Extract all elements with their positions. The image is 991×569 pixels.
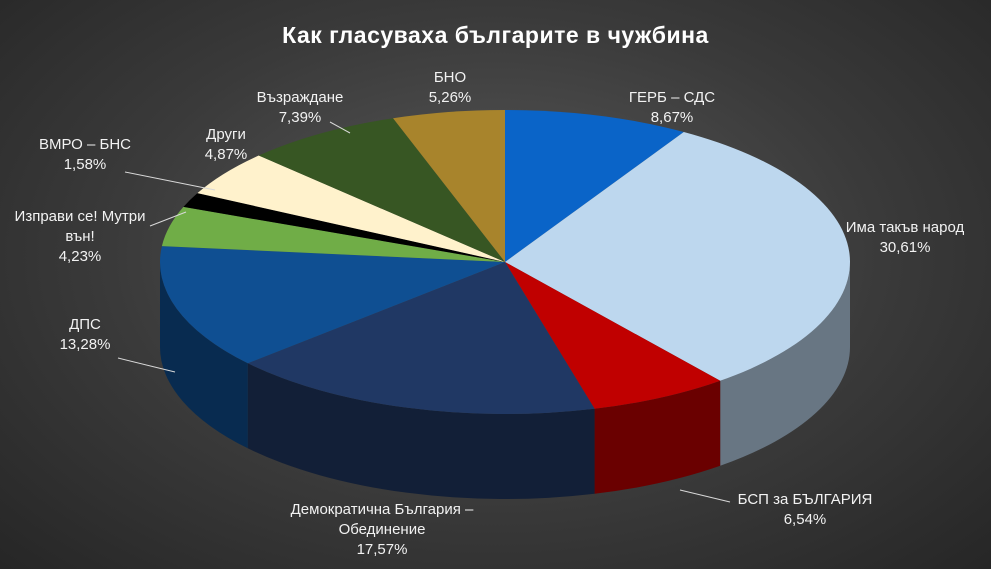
slice-side <box>720 262 850 466</box>
data-label: Има такъв народ 30,61% <box>825 218 985 258</box>
leader-line <box>117 357 176 373</box>
slice <box>160 246 505 364</box>
slice <box>183 193 505 262</box>
data-label: БНО 5,26% <box>400 68 500 108</box>
label-name: Други <box>206 126 246 143</box>
label-name: ВМРО – БНС <box>38 136 132 153</box>
slice <box>505 132 851 381</box>
data-label: ДПС 13,28% <box>35 315 135 355</box>
label-name: Демократична България – Обединение <box>290 501 474 538</box>
slice <box>247 262 595 414</box>
slice <box>197 155 505 262</box>
data-label: Други 4,87% <box>176 125 276 165</box>
label-value: 4,87% <box>204 146 248 163</box>
slice-side <box>247 363 595 500</box>
label-name: Изправи се! Мутри вън! <box>14 208 146 245</box>
data-label: ГЕРБ – СДС 8,67% <box>602 88 742 128</box>
label-name: Възраждане <box>256 89 344 106</box>
label-value: 13,28% <box>59 336 111 353</box>
label-value: 7,39% <box>278 109 322 126</box>
leader-line <box>679 489 731 503</box>
data-label: Изправи се! Мутри вън! 4,23% <box>0 207 160 267</box>
leader-line <box>124 171 216 191</box>
slice <box>161 206 505 262</box>
chart-title: Как гласуваха българите в чужбина <box>282 22 709 48</box>
label-name: БНО <box>433 69 467 86</box>
label-value: 30,61% <box>879 239 931 256</box>
data-label: БСП за БЪЛГАРИЯ 6,54% <box>715 490 895 530</box>
pie <box>160 110 851 500</box>
leader-line <box>329 121 351 134</box>
label-value: 5,26% <box>428 89 472 106</box>
slice-side <box>160 262 248 449</box>
label-name: Има такъв народ <box>845 219 965 236</box>
slice-side <box>594 380 721 494</box>
slice <box>505 262 721 409</box>
label-value: 8,67% <box>650 109 694 126</box>
label-value: 4,23% <box>58 248 102 265</box>
slice <box>505 110 684 262</box>
label-value: 6,54% <box>783 511 827 528</box>
data-label: Демократична България – Обединение 17,57% <box>252 500 512 560</box>
slice <box>393 110 505 262</box>
label-value: 17,57% <box>356 541 408 558</box>
label-name: ДПС <box>69 316 101 333</box>
label-name: ГЕРБ – СДС <box>628 89 716 106</box>
label-name: БСП за БЪЛГАРИЯ <box>737 491 873 508</box>
data-label: ВМРО – БНС 1,58% <box>15 135 155 175</box>
data-label: Възраждане 7,39% <box>230 88 370 128</box>
leader-line <box>149 211 187 227</box>
label-value: 1,58% <box>63 156 107 173</box>
slice <box>258 118 505 263</box>
